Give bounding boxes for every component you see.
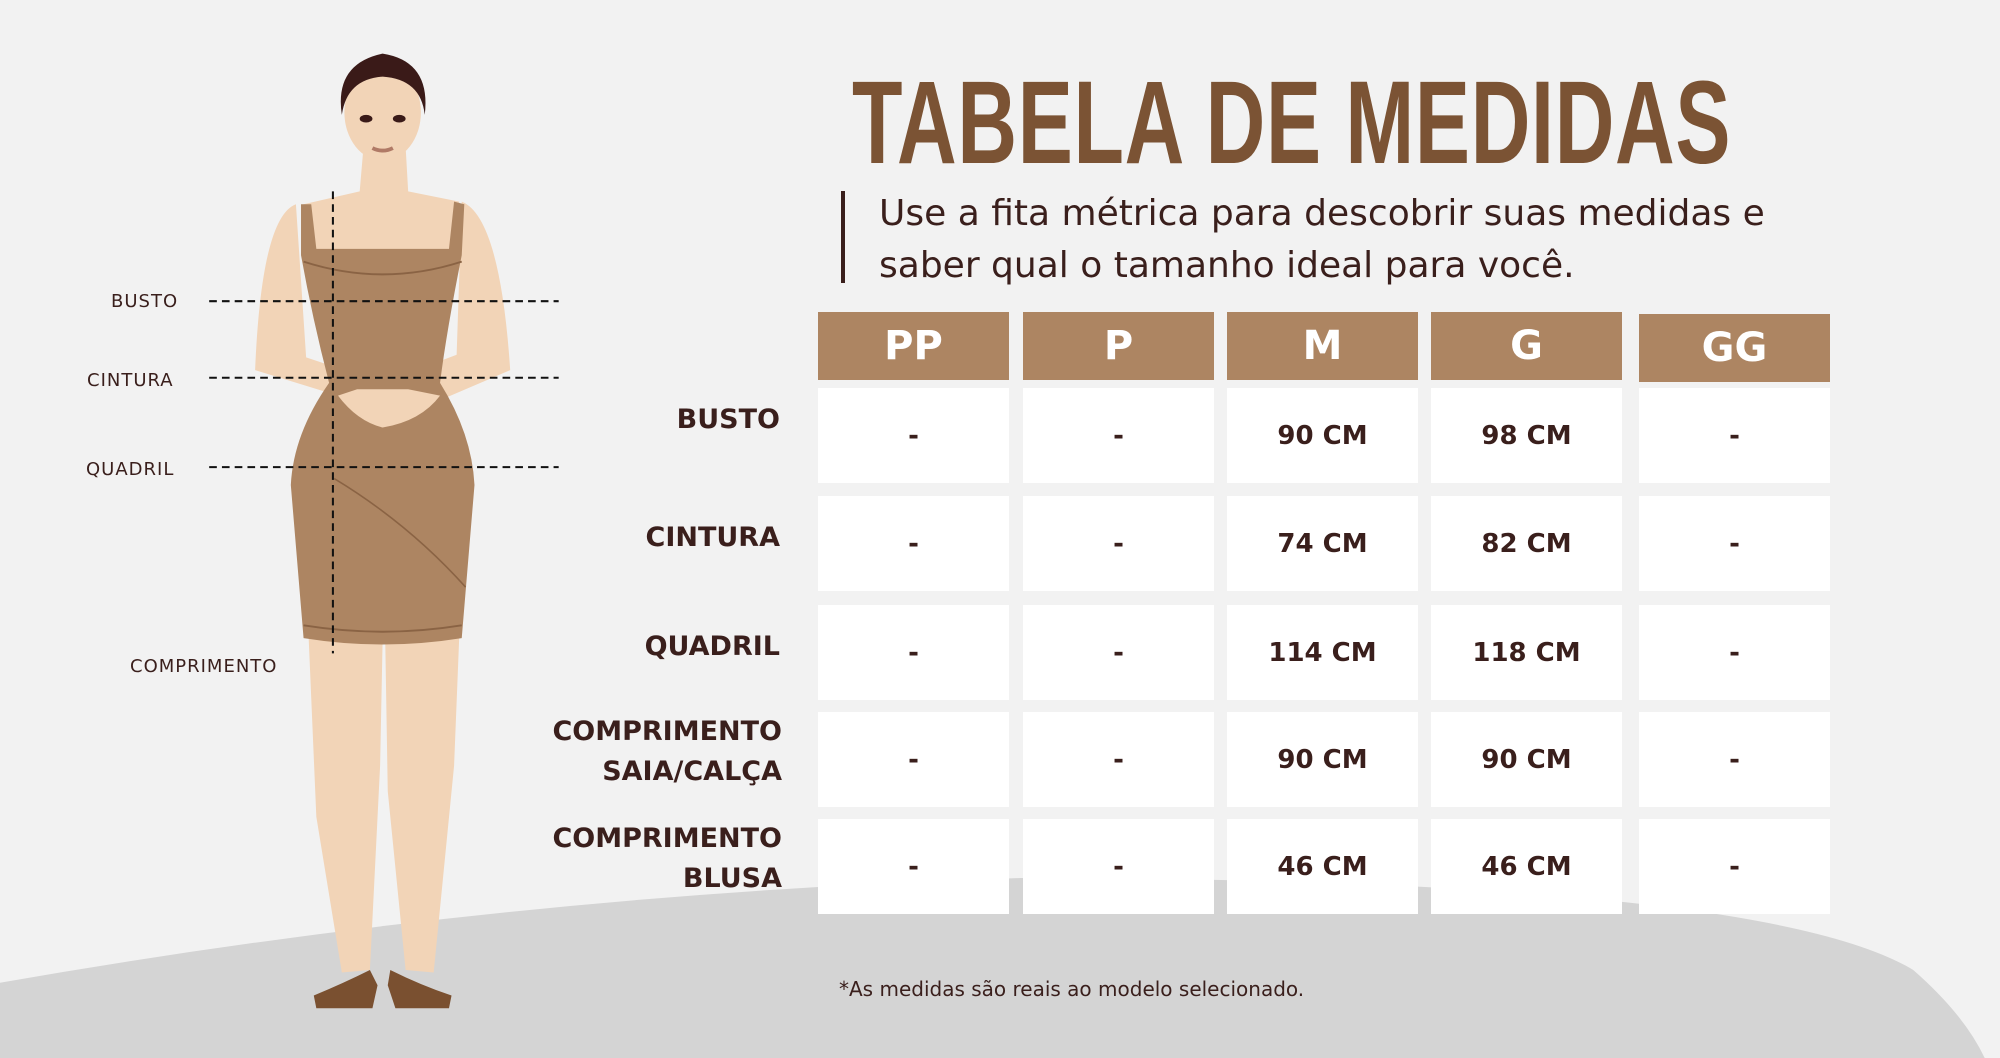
subtitle-line-1: Use a fita métrica para descobrir suas m… xyxy=(879,193,1765,234)
row-label: COMPRIMENTO SAIA/CALÇA xyxy=(552,712,782,792)
table-cell: 46 CM xyxy=(1431,819,1622,914)
size-header-pp: PP xyxy=(818,312,1009,380)
table-cell: 74 CM xyxy=(1227,496,1418,591)
table-cell: 90 CM xyxy=(1431,712,1622,807)
table-cell: 114 CM xyxy=(1227,605,1418,700)
size-header-m: M xyxy=(1227,312,1418,380)
row-label: CINTURA xyxy=(646,518,781,558)
table-cell: - xyxy=(1639,496,1830,591)
table-cell: 90 CM xyxy=(1227,388,1418,483)
row-label: QUADRIL xyxy=(645,627,780,667)
table-cell: - xyxy=(1639,388,1830,483)
label-busto: BUSTO xyxy=(111,291,179,312)
row-label-line: COMPRIMENTO xyxy=(552,823,782,854)
table-cell: - xyxy=(818,605,1009,700)
table-cell: - xyxy=(1023,819,1214,914)
table-cell: - xyxy=(1023,712,1214,807)
label-quadril: QUADRIL xyxy=(86,459,175,480)
label-cintura: CINTURA xyxy=(87,370,174,391)
table-cell: - xyxy=(1639,712,1830,807)
table-cell: - xyxy=(818,712,1009,807)
row-label-line: SAIA/CALÇA xyxy=(602,756,782,787)
table-cell: - xyxy=(1023,388,1214,483)
subtitle-divider xyxy=(841,191,845,283)
subtitle: Use a fita métrica para descobrir suas m… xyxy=(879,188,1765,292)
row-label-line: CINTURA xyxy=(645,522,781,553)
table-cell: - xyxy=(1639,605,1830,700)
table-cell: 90 CM xyxy=(1227,712,1418,807)
row-label: BUSTO xyxy=(677,400,780,440)
table-cell: - xyxy=(818,819,1009,914)
measure-lines xyxy=(209,191,559,654)
size-header-p: P xyxy=(1023,312,1214,380)
subtitle-line-2: saber qual o tamanho ideal para você. xyxy=(879,245,1575,286)
table-cell: 82 CM xyxy=(1431,496,1622,591)
row-label-line: BUSTO xyxy=(676,404,780,435)
table-cell: - xyxy=(818,388,1009,483)
table-cell: 118 CM xyxy=(1431,605,1622,700)
page-title: TABELA DE MEDIDAS xyxy=(852,57,1732,189)
table-cell: 98 CM xyxy=(1431,388,1622,483)
row-label-line: COMPRIMENTO xyxy=(552,716,782,747)
woman-figure xyxy=(255,53,511,1009)
row-label-line: QUADRIL xyxy=(644,631,780,662)
table-cell: - xyxy=(1639,819,1830,914)
table-cell: 46 CM xyxy=(1227,819,1418,914)
table-cell: - xyxy=(1023,496,1214,591)
table-cell: - xyxy=(818,496,1009,591)
ground-shape xyxy=(0,878,1985,1058)
table-cell: - xyxy=(1023,605,1214,700)
row-label-line: BLUSA xyxy=(682,863,782,894)
size-header-g: G xyxy=(1431,312,1622,380)
size-header-gg: GG xyxy=(1639,314,1830,382)
row-label: COMPRIMENTO BLUSA xyxy=(552,819,782,899)
footnote: *As medidas são reais ao modelo selecion… xyxy=(839,977,1305,1001)
label-comprimento: COMPRIMENTO xyxy=(130,656,278,677)
